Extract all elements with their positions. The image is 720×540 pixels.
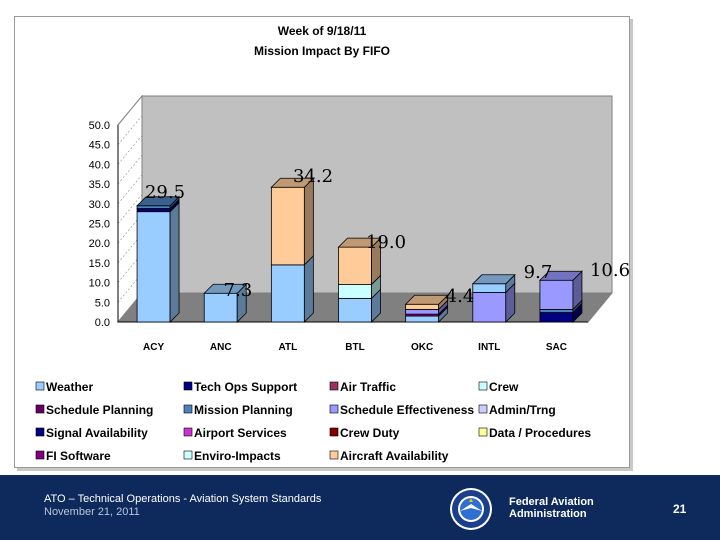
legend-swatch [329,404,339,414]
bar-segment [539,308,574,313]
legend-label: Schedule Planning [46,403,153,417]
total-label: 9.7 [524,262,553,283]
y-tick-label: 45.0 [89,140,110,152]
bar-segment [405,303,440,310]
y-tick-label: 20.0 [89,238,110,250]
legend-label: Aircraft Availability [340,449,449,463]
bar-segment [405,315,440,323]
bar-segment [539,279,574,310]
legend-swatch [478,404,488,414]
bar-segment [405,308,440,315]
bar-segment [136,205,171,209]
legend-swatch [183,404,193,414]
bar-top [404,294,449,305]
bar-top [270,177,315,188]
x-tick-label: ANC [210,342,232,353]
y-tick-label: 15.0 [89,258,110,270]
bar-top [538,270,583,281]
bar-top [471,274,516,285]
legend-swatch [478,381,488,391]
legend-swatch [35,404,45,414]
bar-top [203,283,248,294]
x-tick-label: ACY [143,342,164,353]
agency-line-1: Federal Aviation [509,496,594,508]
chart-title: Week of 9/18/11 [278,24,367,38]
x-tick-label: BTL [345,342,364,353]
faa-seal-icon [450,488,492,530]
footer-text: ATO – Technical Operations - Aviation Sy… [44,493,321,519]
bar-segment [472,292,507,323]
legend-label: Mission Planning [194,403,293,417]
legend-label: Enviro-Impacts [194,449,281,463]
y-tick-label: 40.0 [89,159,110,171]
legend-swatch [183,381,193,391]
y-tick-label: 10.0 [89,278,110,290]
total-label: 7.3 [224,280,253,301]
legend-swatch [329,427,339,437]
bar-segment [338,246,372,285]
footer-bar: ATO – Technical Operations - Aviation Sy… [0,475,720,540]
legend-label: Tech Ops Support [194,380,297,394]
chart-subtitle: Mission Impact By FIFO [254,44,390,58]
legend-label: Airport Services [194,426,287,440]
x-tick-label: ATL [279,342,298,353]
footer-date: November 21, 2011 [44,506,140,518]
legend-label: Weather [46,380,93,394]
total-label: 4.4 [446,286,475,307]
y-tick-label: 50.0 [89,120,110,132]
legend-swatch [35,427,45,437]
legend-label: Admin/Trng [489,403,556,417]
legend-swatch [329,450,339,460]
legend-label: Data / Procedures [489,426,591,440]
legend-label: Air Traffic [340,380,396,394]
total-label: 34.2 [293,166,333,187]
footer-org: ATO – Technical Operations - Aviation Sy… [44,493,322,505]
legend-swatch [35,381,45,391]
bar-segment [136,211,171,323]
bar-segment-side [303,254,314,323]
legend-swatch [329,381,339,391]
y-tick-label: 30.0 [89,199,110,211]
bar-segment [539,312,574,323]
page-number: 21 [673,502,687,516]
legend-label: Signal Availability [46,426,148,440]
y-tick-label: 25.0 [89,219,110,231]
bar-top [136,196,181,207]
bar-segment-side [169,201,180,323]
y-tick-label: 5.0 [95,297,110,309]
legend-label: FI Software [46,449,111,463]
total-label: 10.6 [590,260,630,281]
legend-label: Crew [489,380,519,394]
total-label: 29.5 [145,182,185,203]
y-tick-label: 35.0 [89,179,110,191]
y-tick-label: 0.0 [95,317,110,329]
agency-line-2: Administration [509,508,587,520]
x-tick-label: SAC [546,342,567,353]
legend-swatch [478,427,488,437]
bar-segment [338,284,372,299]
chart: Week of 9/18/11 Mission Impact By FIFO 0.0… [35,24,630,463]
bar-segment [270,264,305,323]
legend-label: Schedule Effectiveness [340,403,474,417]
bar-segment [338,297,372,323]
agency-name: Federal Aviation Administration [509,496,594,520]
bar-segment-side [303,177,314,266]
x-tick-label: OKC [411,342,433,353]
legend-swatch [35,450,45,460]
bar-segment [472,283,507,293]
legend-swatch [183,427,193,437]
x-tick-label: INTL [478,342,500,353]
bar-segment [270,186,305,266]
bar-segment [136,208,171,213]
legend-label: Crew Duty [340,426,400,440]
bar-top [337,237,382,248]
total-label: 19.0 [366,232,406,253]
legend-swatch [183,450,193,460]
